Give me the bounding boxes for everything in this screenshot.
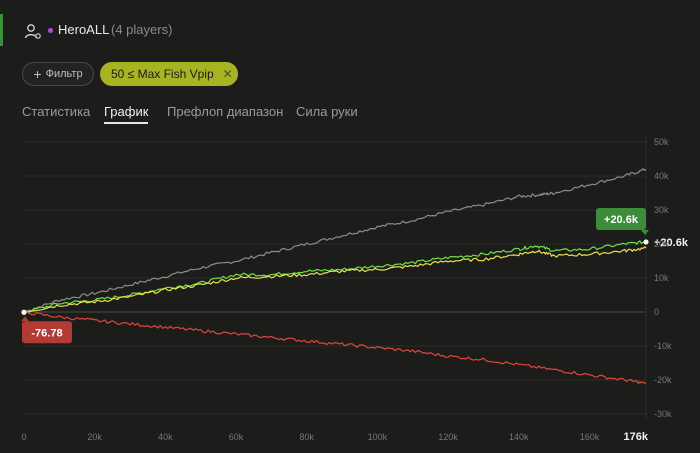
add-filter-button[interactable]: + Фильтр [22,62,94,86]
y-tick-label: -30k [654,409,672,419]
add-filter-label: Фильтр [45,68,83,80]
plus-icon: + [33,66,42,82]
filter-chip-label: 50 ≤ Max Fish Vpip [111,67,214,81]
chart-axes: 50k 40k 30k 20k 10k 0 -10k -20k -30k 0 20k 40k 60k 80… [21,137,672,443]
x-tick-label: 160k [580,432,600,442]
y-tick-label: 0 [654,307,659,317]
start-badge-pointer [21,316,29,322]
tab-preflop-range[interactable]: Префлоп диапазон [167,104,284,119]
close-icon[interactable]: ✕ [222,67,233,81]
y-tick-label: -10k [654,341,672,351]
end-value-text: +20.6k [654,237,689,249]
y-tick-label: -20k [654,375,672,385]
end-badge-pointer [641,229,649,235]
x-tick-label: 20k [87,432,102,442]
chart-grid [24,136,647,420]
x-tick-label: 80k [299,432,314,442]
x-tick-label: 60k [229,432,244,442]
y-tick-label: 20k [654,239,669,249]
series-line-0 [23,168,647,313]
x-tick-label: 0 [21,432,26,442]
user-icon[interactable] [24,22,42,40]
chart-markers: +20.6k +20.6k -76.78 [21,207,689,344]
start-value-badge [22,321,72,344]
tab-graph[interactable]: График [104,104,149,124]
end-value-badge [596,207,646,230]
player-count: (4 players) [111,22,173,37]
y-tick-label: 10k [654,273,669,283]
tab-statistics[interactable]: Статистика [22,104,91,119]
header-accent-bar [0,14,3,46]
x-tick-label: 120k [438,432,458,442]
series-line-2 [23,246,647,313]
filter-chip[interactable]: 50 ≤ Max Fish Vpip ✕ [100,62,238,86]
player-name[interactable]: HeroALL [58,22,110,37]
y-tick-label: 50k [654,137,669,147]
x-max-label: 176k [624,431,649,443]
series-line-3 [23,310,647,385]
start-value-badge-label: -76.78 [31,327,62,339]
series-line-1 [23,240,647,313]
y-tick-label: 30k [654,205,669,215]
end-point-marker [643,239,649,245]
end-value-badge-label: +20.6k [604,214,639,226]
tab-hand-strength[interactable]: Сила руки [296,104,358,119]
player-color-dot [48,28,53,33]
x-tick-label: 40k [158,432,173,442]
player-header: HeroALL (4 players) [0,0,700,60]
chart-series [23,168,647,385]
x-tick-label: 140k [509,432,529,442]
x-tick-label: 100k [368,432,388,442]
y-tick-label: 40k [654,171,669,181]
start-point-marker [21,309,27,315]
